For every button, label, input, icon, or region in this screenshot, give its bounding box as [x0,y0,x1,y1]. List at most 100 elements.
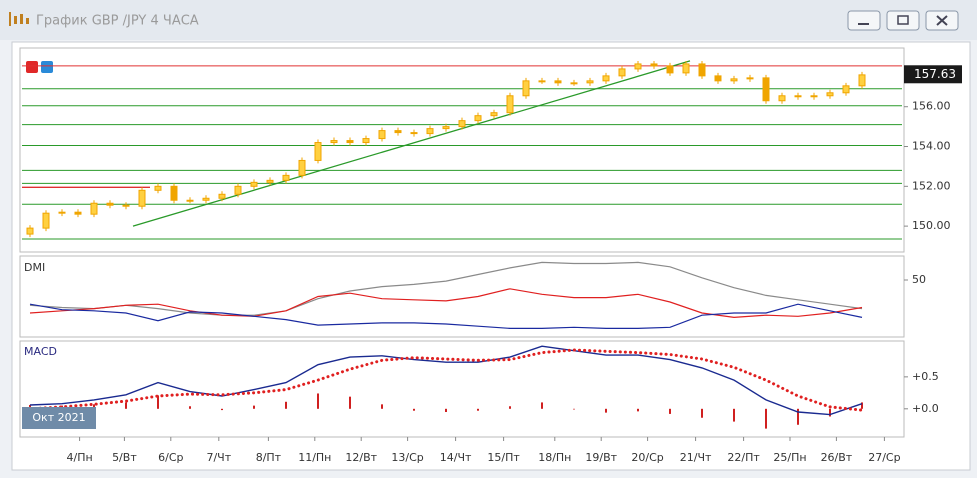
series-line [132,60,691,227]
window-buttons[interactable] [847,10,959,31]
dmi-title: DMI [24,261,45,274]
candle-body [602,75,610,82]
candle-body [442,126,450,130]
dmi-panel [19,255,905,338]
restore-button[interactable] [886,10,920,31]
candle-body [746,77,754,80]
candle-body [666,65,674,74]
x-tick-label: 18/Пн [538,451,571,464]
candle-body [26,227,34,235]
candle-body [810,95,818,98]
x-tick-label: 15/Пт [487,451,520,464]
x-tick-label: 5/Вт [112,451,137,464]
x-tick-label: 27/Ср [868,451,900,464]
period-box [22,407,96,429]
candle-body [58,211,66,214]
candle-body [730,78,738,82]
candle-body [202,197,210,201]
candle-body [234,185,242,195]
panel-buttons[interactable] [26,61,53,73]
candle-body [554,80,562,84]
x-tick-label: 19/Вт [585,451,617,464]
candle-body [42,212,50,229]
title-bar [0,0,977,40]
x-tick-label: 26/Вт [821,451,853,464]
price-panel [19,47,905,253]
y-tick-label: +0.5 [912,370,939,383]
y-tick-label: 156.00 [912,100,951,113]
candle-body [522,80,530,97]
series-line [29,345,863,416]
x-tick-label: 21/Чт [680,451,712,464]
last-price-label: 157.63 [914,67,956,81]
red-button[interactable] [26,61,38,73]
x-tick-label: 7/Чт [206,451,231,464]
candle-body [378,130,386,140]
candle-body [794,95,802,98]
x-tick-label: 12/Вт [345,451,377,464]
candle-body [858,74,866,87]
macd-panel [19,340,905,438]
series-line [29,303,863,329]
y-tick-label: 152.00 [912,179,951,192]
series-line [29,261,863,316]
candle-body [762,77,770,102]
candle-body [90,202,98,215]
candle-body [122,204,130,207]
minimize-button[interactable] [847,10,881,31]
candle-body [138,189,146,207]
candle-body [474,115,482,122]
x-tick-label: 22/Пт [727,451,760,464]
restore-icon [897,15,909,25]
candle-body [458,120,466,128]
x-tick-label: 8/Пт [256,451,282,464]
candle-body [106,202,114,206]
candle-body [362,138,370,144]
candle-body [266,179,274,183]
candle-body [250,181,258,187]
y-tick-label: 50 [912,273,926,286]
candle-body [330,140,338,144]
candle-body [426,128,434,135]
x-tick-label: 25/Пн [773,451,806,464]
period-label: Окт 2021 [32,411,85,424]
candle-body [714,75,722,82]
candle-body [282,174,290,181]
y-tick-label: 150.00 [912,219,951,232]
candle-body [314,142,322,161]
last-price-box [904,65,962,84]
window-title: График GBP /JPY 4 ЧАСА [36,14,199,29]
candle-body [410,132,418,135]
app-icon [9,12,29,26]
candle-body [218,193,226,199]
plot-layer: 150.00 152.00 154.00 156.00 157.63 50 +0.5 +0.0… [22,60,962,464]
x-tick-label: 4/Пн [67,451,93,464]
candle-body [154,185,162,191]
candle-body [186,199,194,202]
candle-body [170,185,178,201]
candle-body [778,95,786,102]
blue-button[interactable] [41,61,53,73]
series-line [29,288,863,319]
candle-body [490,112,498,117]
close-icon [936,15,948,26]
candle-body [346,140,354,144]
macd-title: MACD [24,345,57,358]
candle-body [538,80,546,83]
candle-body [698,63,706,77]
candle-body [618,68,626,77]
x-tick-label: 14/Чт [440,451,472,464]
candle-body [650,63,658,67]
y-tick-label: +0.0 [912,402,939,415]
candle-body [394,130,402,134]
x-tick-label: 20/Ср [631,451,663,464]
x-tick-label: 11/Пн [298,451,331,464]
candle-body [74,211,82,215]
candle-body [298,159,306,176]
candle-body [506,95,514,114]
candle-body [634,63,642,70]
candle-body [826,92,834,97]
x-tick-label: 6/Ср [158,451,183,464]
candle-body [586,80,594,84]
